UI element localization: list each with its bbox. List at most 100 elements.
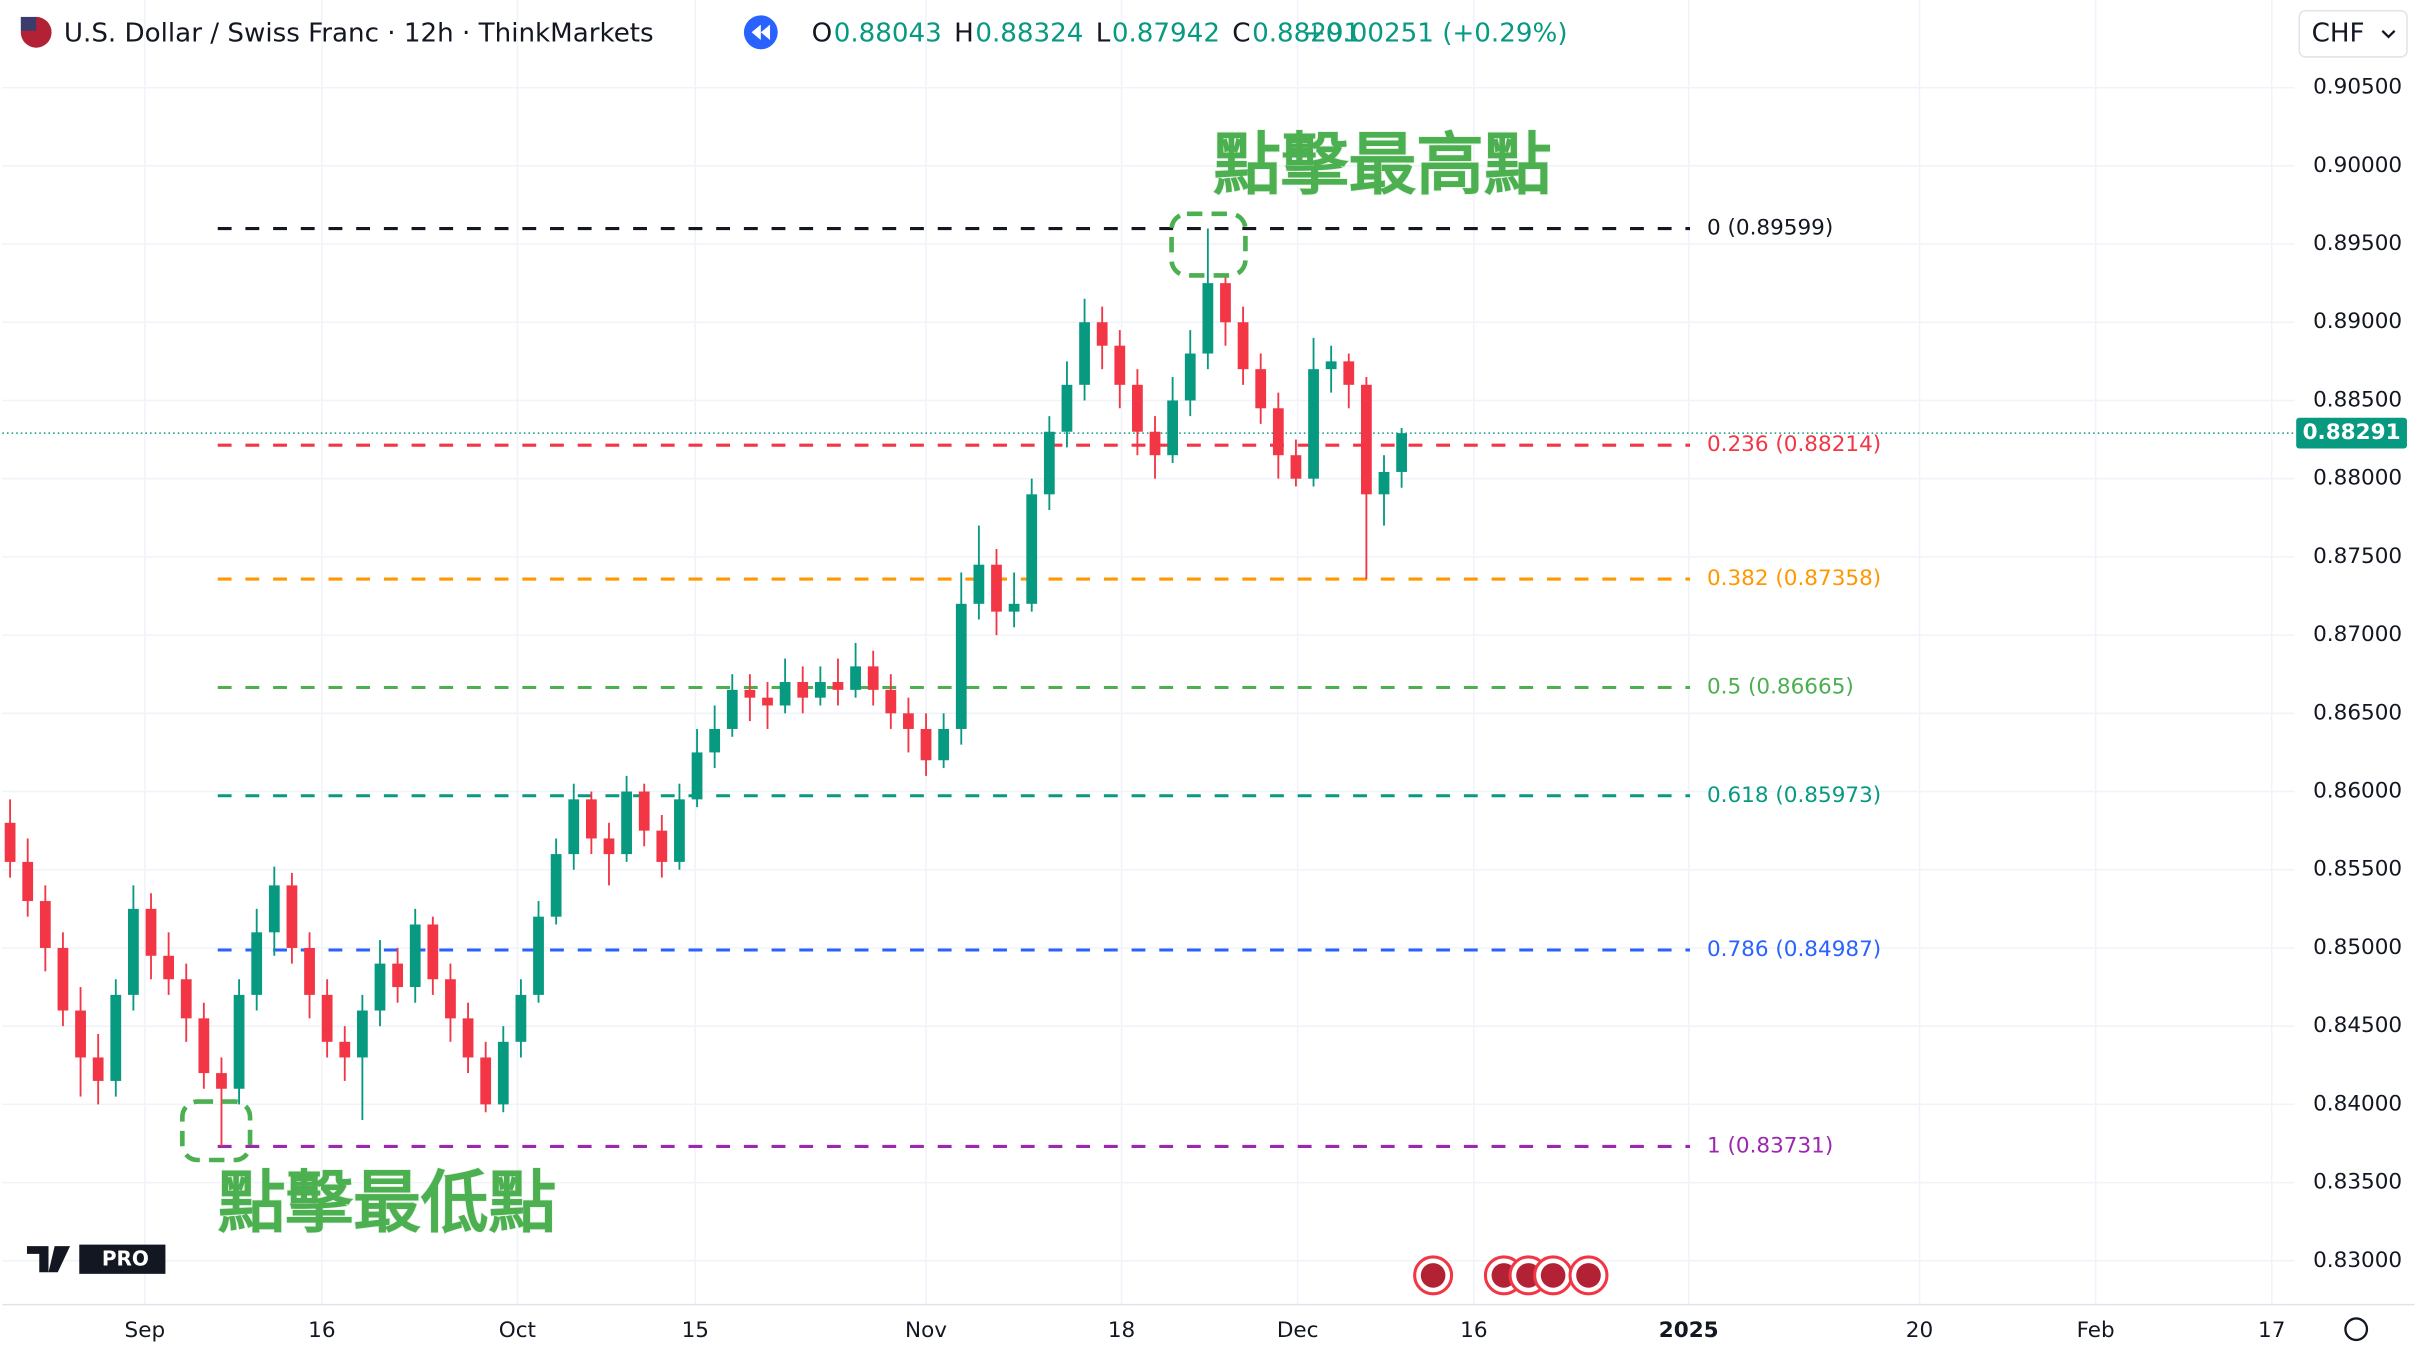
candle-body	[1325, 361, 1337, 370]
ohlc-key: H	[954, 18, 974, 48]
fib-retracement: 0 (0.89599) 0.236 (0.88214) 0.382 (0.87358…	[217, 216, 1881, 1158]
candle-body	[22, 861, 34, 902]
candle-body	[674, 799, 685, 862]
candle-body	[75, 1010, 86, 1058]
candle-body	[850, 666, 861, 690]
candle-body	[885, 689, 897, 714]
candle-body	[1061, 384, 1073, 432]
candle-body	[550, 854, 562, 917]
candle-body	[691, 752, 703, 800]
fib-label: 0.236 (0.88214)	[1707, 432, 1881, 457]
candle-body	[955, 603, 967, 729]
y-tick-label: 0.89000	[2313, 309, 2402, 334]
candle-body	[216, 1073, 227, 1089]
candle-body	[1114, 345, 1126, 385]
x-tick-label: 17	[2258, 1318, 2285, 1343]
price-tag-label: 0.88291	[2303, 420, 2401, 445]
x-tick-label: 18	[1108, 1318, 1135, 1343]
candle-body	[1167, 400, 1179, 456]
candle-body	[4, 822, 16, 862]
y-tick-label: 0.87000	[2313, 622, 2402, 647]
candle-body	[1396, 433, 1408, 472]
y-tick-label: 0.86000	[2313, 779, 2402, 804]
candle-body	[1202, 283, 1214, 354]
candle-body	[462, 1018, 474, 1058]
candle-body	[163, 955, 175, 980]
event-icons	[1413, 1255, 1609, 1296]
candle-body	[797, 682, 809, 698]
candle-body	[585, 799, 597, 839]
candle-body	[321, 994, 333, 1042]
candle-body	[480, 1057, 492, 1105]
grid	[2, 0, 2415, 1305]
y-tick-label: 0.85000	[2313, 935, 2402, 960]
candle-body	[445, 979, 456, 1019]
candle-body	[233, 994, 245, 1089]
candle-body	[779, 682, 791, 706]
candle-body	[57, 947, 69, 1011]
price-tag	[2296, 417, 2407, 449]
y-tick-label: 0.84000	[2313, 1091, 2402, 1116]
candle-body	[180, 979, 192, 1019]
candle-body	[1378, 471, 1390, 495]
candle-body	[1272, 408, 1284, 456]
y-tick-label: 0.89500	[2313, 231, 2402, 256]
currency: CHF	[2312, 18, 2365, 48]
ohlc-key: O	[812, 18, 833, 48]
x-tick-label: 16	[1460, 1318, 1487, 1343]
candle-body	[832, 682, 844, 690]
logo-text: PRO	[102, 1247, 149, 1271]
candle-body	[427, 924, 439, 980]
logo	[26, 1246, 71, 1273]
candle-body	[1361, 384, 1372, 495]
y-tick-label: 0.87500	[2313, 544, 2402, 569]
fib-label: 0.5 (0.86665)	[1707, 675, 1854, 700]
fib-label: 0 (0.89599)	[1707, 216, 1833, 241]
ohlc-value: 0.88324	[975, 18, 1083, 48]
y-tick-label: 0.83000	[2313, 1248, 2402, 1273]
candle-body	[1026, 494, 1038, 604]
logo-badge	[79, 1244, 166, 1274]
candle-body	[251, 932, 263, 995]
ohlc-values: O 0.88043 H 0.88324 L 0.87942 C 0.88291	[812, 18, 1361, 48]
candle-body	[1290, 455, 1302, 479]
candles	[4, 228, 1408, 1147]
candle-body	[145, 908, 157, 956]
change: +0.00251 (+0.29%)	[1304, 18, 1568, 48]
candle-body	[1237, 322, 1249, 370]
settings-button[interactable]	[2344, 1317, 2369, 1342]
ohlc-value: 0.87942	[1112, 18, 1220, 48]
candle-body	[938, 728, 950, 761]
candle-body	[92, 1057, 104, 1081]
candle-body	[409, 924, 421, 988]
y-tick-label: 0.90000	[2313, 153, 2402, 178]
candle-body	[762, 697, 773, 706]
x-tick-label: 16	[308, 1318, 335, 1343]
candle-body	[515, 994, 527, 1042]
candle-body	[603, 838, 615, 855]
currency-button[interactable]	[2298, 10, 2408, 58]
candle-body	[1008, 603, 1020, 612]
ohlc-key: L	[1096, 18, 1111, 48]
candle-body	[304, 947, 315, 995]
flag-icon	[20, 16, 37, 31]
candle-body	[920, 728, 932, 761]
candle-body	[867, 666, 879, 690]
candle-body	[726, 689, 738, 729]
highlight-circle	[1169, 211, 1248, 278]
price-axis	[2294, 0, 2415, 1305]
ohlc-value: 0.88291	[1252, 18, 1360, 48]
candle-body	[374, 963, 386, 1011]
fib-label: 1 (0.83731)	[1707, 1133, 1833, 1158]
x-tick-label: 2025	[1659, 1318, 1719, 1343]
x-tick-label: 20	[1906, 1318, 1933, 1343]
fib-label: 0.618 (0.85973)	[1707, 783, 1881, 808]
highlight-circle	[180, 1099, 253, 1163]
candle-body	[1043, 431, 1055, 495]
candle-body	[903, 713, 914, 729]
candle-body	[814, 682, 826, 698]
candle-body	[744, 689, 756, 698]
candle-body	[286, 885, 298, 948]
